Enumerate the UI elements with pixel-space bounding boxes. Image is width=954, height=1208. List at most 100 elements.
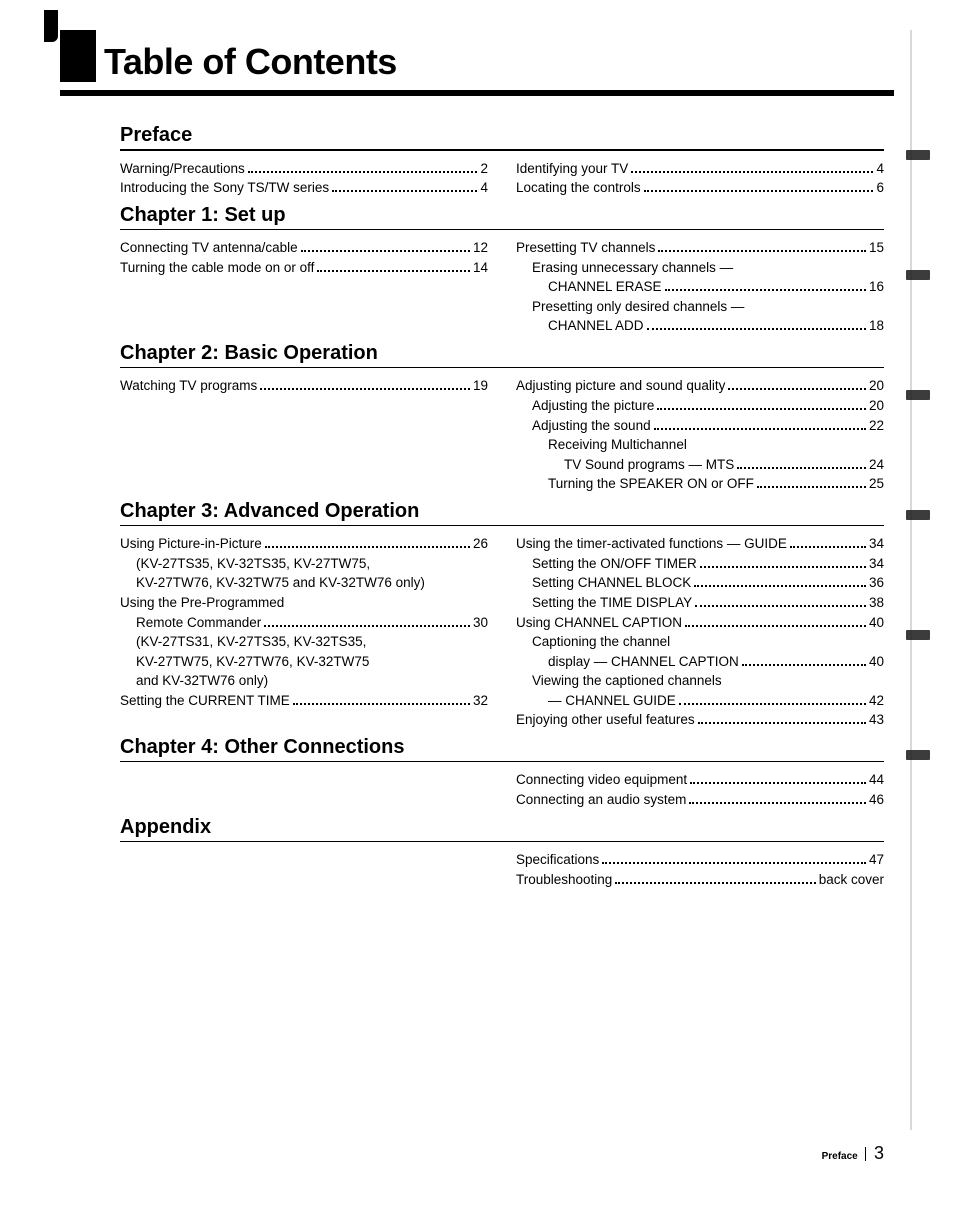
toc-leader (654, 428, 866, 430)
toc-entry: CHANNEL ERASE16 (516, 277, 884, 297)
toc-entry: Adjusting the sound22 (516, 416, 884, 436)
toc-page: 46 (869, 790, 884, 810)
toc-label: Using Picture-in-Picture (120, 534, 262, 554)
toc-entry: CHANNEL ADD 18 (516, 316, 884, 336)
left-column (120, 770, 488, 809)
toc-label: Setting the ON/OFF TIMER (532, 554, 697, 574)
toc-label: Adjusting picture and sound quality (516, 376, 725, 396)
toc-entry: Locating the controls6 (516, 178, 884, 198)
toc-note: (KV-27TS35, KV-32TS35, KV-27TW75, (120, 554, 488, 574)
toc-note: Using the Pre-Programmed (120, 593, 488, 613)
toc-page: 42 (869, 691, 884, 711)
title-block: Table of Contents (60, 30, 894, 82)
toc-label: Remote Commander (136, 613, 261, 633)
toc-note: KV-27TW75, KV-27TW76, KV-32TW75 (120, 652, 488, 672)
toc-entry: display — CHANNEL CAPTION 40 (516, 652, 884, 672)
right-column: Presetting TV channels15Erasing unnecess… (516, 238, 884, 336)
toc-page: 4 (480, 178, 488, 198)
toc-label: display — CHANNEL CAPTION (548, 652, 739, 672)
toc-label: Using the timer-activated functions — GU… (516, 534, 787, 554)
toc-label: CHANNEL ADD (548, 316, 644, 336)
toc-leader (602, 862, 866, 864)
right-column: Using the timer-activated functions — GU… (516, 534, 884, 730)
toc-entry: Remote Commander 30 (120, 613, 488, 633)
toc-label: Warning/Precautions (120, 159, 245, 179)
toc-label: Adjusting the picture (532, 396, 654, 416)
toc-leader (690, 782, 866, 784)
toc-leader (293, 703, 470, 705)
toc-page: 2 (480, 159, 488, 179)
toc-label: Identifying your TV (516, 159, 628, 179)
toc-note: Viewing the captioned channels (516, 671, 884, 691)
toc-leader (260, 388, 470, 390)
toc-note: KV-27TW76, KV-32TW75 and KV-32TW76 only) (120, 573, 488, 593)
toc-note: Captioning the channel (516, 632, 884, 652)
toc-page: 19 (473, 376, 488, 396)
toc-leader (317, 270, 470, 272)
toc-entry: Using the timer-activated functions — GU… (516, 534, 884, 554)
toc-label: Setting CHANNEL BLOCK (532, 573, 691, 593)
section-heading: Preface (120, 124, 884, 149)
right-column: Adjusting picture and sound quality20Adj… (516, 376, 884, 493)
section-heading: Chapter 3: Advanced Operation (120, 500, 884, 525)
toc-label: Using CHANNEL CAPTION (516, 613, 682, 633)
toc-entry: Introducing the Sony TS/TW series4 (120, 178, 488, 198)
toc-leader (644, 190, 874, 192)
toc-label: — CHANNEL GUIDE (548, 691, 676, 711)
section-rule (120, 367, 884, 369)
toc-page: 40 (869, 652, 884, 672)
toc-leader (665, 289, 866, 291)
section-rule (120, 229, 884, 231)
toc-leader (248, 171, 478, 173)
toc-leader (615, 882, 815, 884)
toc-leader (685, 625, 866, 627)
toc-label: TV Sound programs — MTS (564, 455, 734, 475)
toc-page: 34 (869, 554, 884, 574)
toc-page: 20 (869, 396, 884, 416)
toc-leader (264, 625, 470, 627)
toc-leader (790, 546, 866, 548)
toc-content: Preface Warning/Precautions 2Introducing t… (120, 124, 884, 889)
toc-page: 36 (869, 573, 884, 593)
toc-page: 38 (869, 593, 884, 613)
toc-leader (698, 722, 866, 724)
toc-page: 40 (869, 613, 884, 633)
toc-entry: Specifications47 (516, 850, 884, 870)
toc-leader (728, 388, 866, 390)
footer-page: 3 (874, 1143, 884, 1163)
left-column: Using Picture-in-Picture26(KV-27TS35, KV… (120, 534, 488, 730)
toc-entry: Setting the TIME DISPLAY38 (516, 593, 884, 613)
page-title: Table of Contents (104, 44, 397, 82)
toc-note: Presetting only desired channels — (516, 297, 884, 317)
toc-entry: Using CHANNEL CAPTION 40 (516, 613, 884, 633)
toc-page: 30 (473, 613, 488, 633)
toc-page: 44 (869, 770, 884, 790)
toc-entry: Enjoying other useful features43 (516, 710, 884, 730)
toc-page: 16 (869, 277, 884, 297)
toc-entry: Adjusting the picture 20 (516, 396, 884, 416)
section-heading: Chapter 2: Basic Operation (120, 342, 884, 367)
section-columns: Connecting TV antenna/cable12Turning the… (120, 238, 884, 336)
edge-tab (906, 630, 930, 640)
toc-leader (647, 328, 866, 330)
left-column: Connecting TV antenna/cable12Turning the… (120, 238, 488, 336)
toc-page: 6 (876, 178, 884, 198)
toc-page: 47 (869, 850, 884, 870)
footer-divider (865, 1147, 866, 1161)
toc-leader (757, 486, 866, 488)
title-tick-icon (44, 10, 58, 42)
toc-leader (657, 408, 866, 410)
edge-tab (906, 150, 930, 160)
toc-page: 15 (869, 238, 884, 258)
toc-page: 12 (473, 238, 488, 258)
toc-label: Watching TV programs (120, 376, 257, 396)
toc-label: Troubleshooting (516, 870, 612, 890)
right-column: Specifications47Troubleshootingback cove… (516, 850, 884, 889)
toc-page: 20 (869, 376, 884, 396)
section-columns: Warning/Precautions 2Introducing the Sony… (120, 159, 884, 198)
right-column: Identifying your TV4Locating the control… (516, 159, 884, 198)
toc-page: 18 (869, 316, 884, 336)
toc-leader (265, 546, 470, 548)
toc-entry: Presetting TV channels15 (516, 238, 884, 258)
toc-leader (301, 250, 470, 252)
